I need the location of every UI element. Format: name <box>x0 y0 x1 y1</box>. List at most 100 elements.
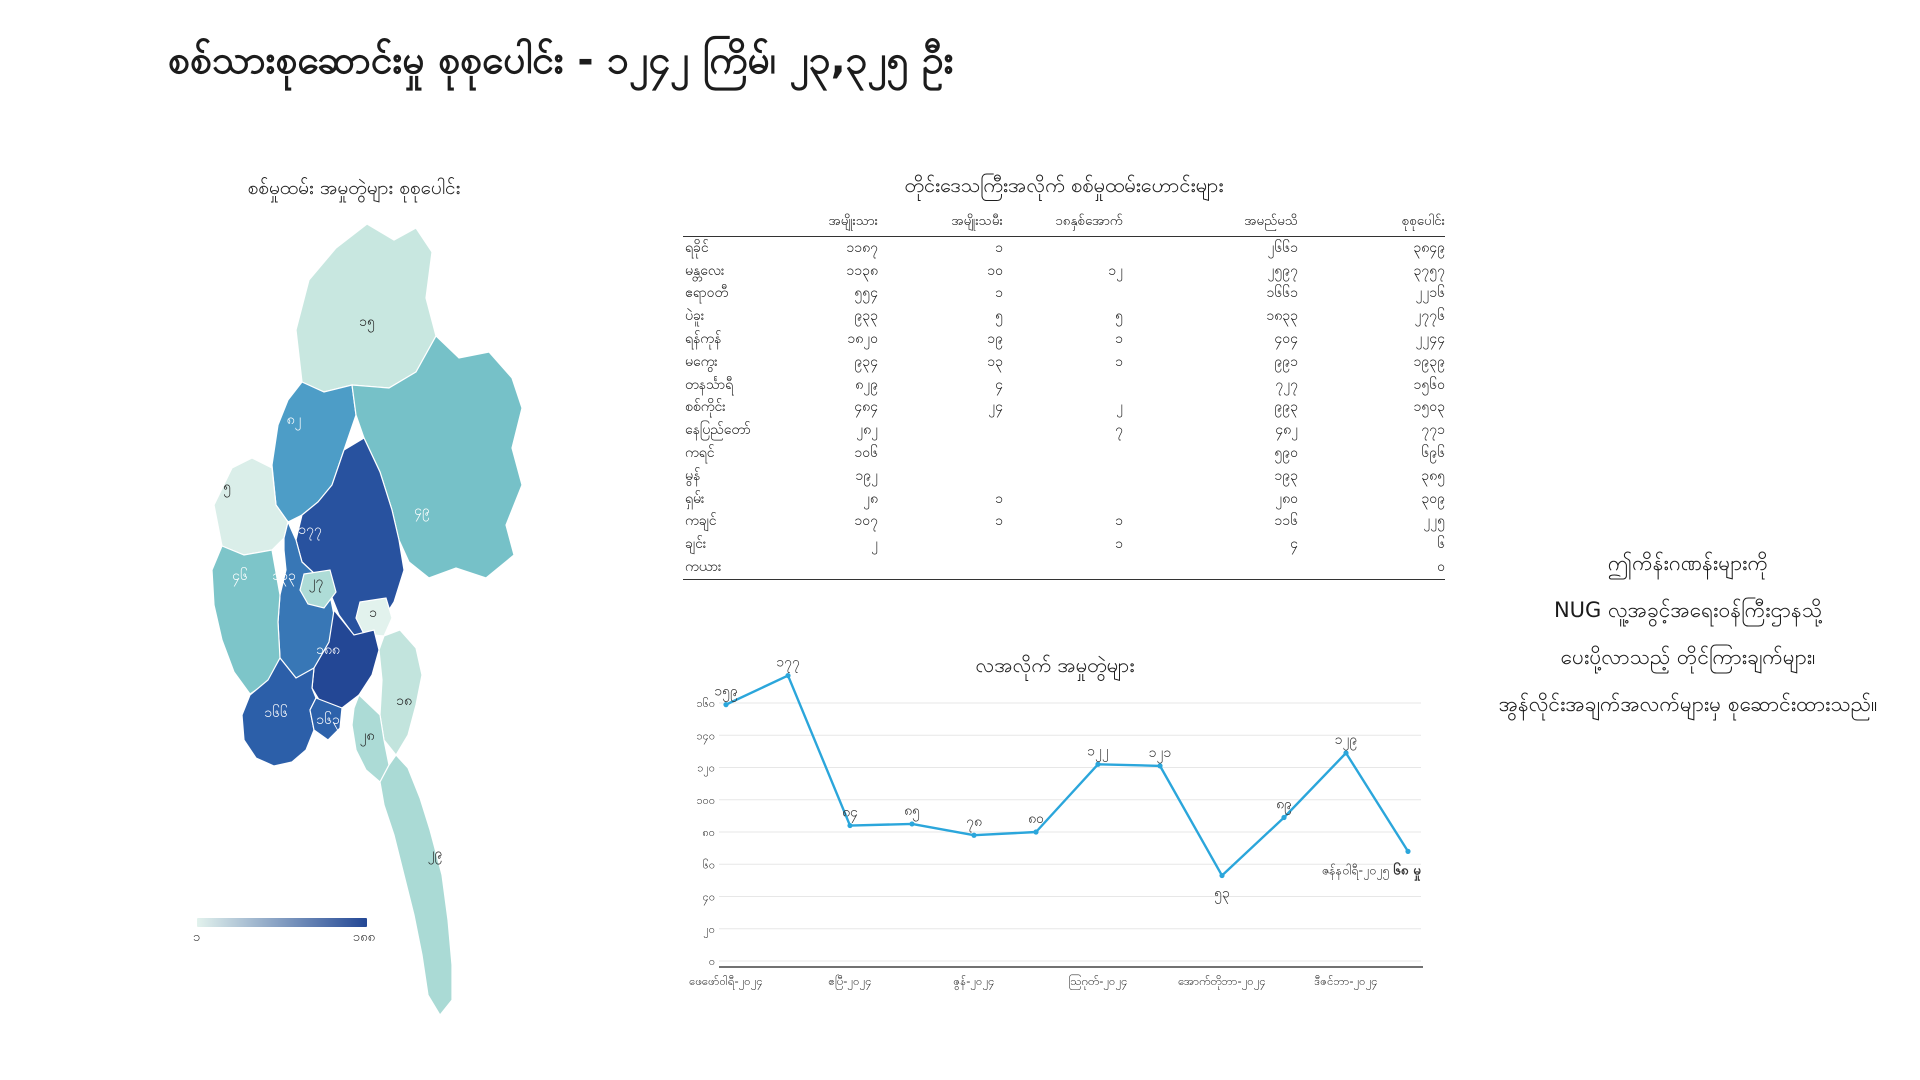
map-region-value-ayeyarwady: ၁၆၆ <box>264 705 288 721</box>
cell-region: မွန် <box>685 467 701 484</box>
annotation-bold-text: ၆၈ မှု <box>1393 861 1422 881</box>
table-row: ကယား ၀ <box>683 556 1445 579</box>
y-tick-label: ၀ <box>709 955 715 968</box>
cell-male: ၁၈၂၀ <box>847 331 878 348</box>
cell-under18: ၁ <box>1115 536 1123 553</box>
y-tick-label: ၆၀ <box>703 858 715 871</box>
cell-unknown: ၄၀၄ <box>1274 331 1298 348</box>
cell-unknown: ၂၈၀ <box>1275 490 1298 507</box>
map-region-value-kachin: ၁၅ <box>359 314 375 332</box>
cell-region: ချင်း <box>685 536 707 553</box>
cell-total: ၂၂၁၆ <box>1415 285 1445 302</box>
cell-female: ၁ <box>995 285 1003 302</box>
map-region-value-naypyitaw: ၂၇ <box>309 574 324 592</box>
cell-total: ၂၂၅ <box>1423 513 1445 530</box>
cell-region: မကွေး <box>685 353 718 370</box>
point-label: ၅၃ <box>1214 886 1230 904</box>
map-region-yangon <box>309 697 343 741</box>
note-line: ပေးပို့လာသည့် တိုင်ကြားချက်များ၊ <box>1560 645 1816 669</box>
map-region-kayin <box>378 629 423 757</box>
table-row: ကချင် ၁၀၇ ၁ ၁ ၁၁၆ ၂၂၅ <box>683 511 1445 534</box>
map-region-value-yangon: ၁၆၃ <box>316 712 340 730</box>
cell-under18: ၂ <box>1116 399 1123 416</box>
legend-max-label: ၁၈၈ <box>352 930 375 945</box>
cell-male: ၁၁၈၇ <box>846 239 878 256</box>
table-row: မကွေး ၉၃၄ ၁၃ ၁ ၉၉၁ ၁၉၃၉ <box>683 351 1445 374</box>
cell-total: ၃၇၅၇ <box>1413 262 1446 279</box>
cell-male: ၁၀၇ <box>854 513 878 530</box>
cell-unknown: ၅၉၀ <box>1274 445 1298 462</box>
map-title: စစ်မှုထမ်း အမှုတွဲများ စုစုပေါင်း <box>247 177 461 199</box>
cell-total: ၁၉၃၉ <box>1413 353 1446 370</box>
point-label: ၁၇၇ <box>776 655 800 673</box>
chart-point <box>971 832 977 838</box>
cell-total: ၀ <box>1437 559 1445 576</box>
legend-gradient-bar <box>197 918 367 927</box>
x-tick-label: ဩဂုတ်-၂၀၂၄ <box>1068 974 1127 990</box>
cell-region: ရှမ်း <box>685 490 705 507</box>
table-title: တိုင်းဒေသကြီးအလိုက် စစ်မှုထမ်းဟောင်းများ <box>904 173 1224 197</box>
cell-male: ၂၈ <box>863 490 878 507</box>
chart-point <box>1033 829 1039 835</box>
cell-region: နေပြည်တော် <box>685 422 751 439</box>
map-region-naypyitaw <box>299 569 337 609</box>
cell-female: ၁ <box>995 513 1003 530</box>
chart-point <box>1095 761 1101 767</box>
cell-female: ၅ <box>995 308 1003 325</box>
note-line: NUG လူ့အခွင့်အရေးဝန်ကြီးဌာနသို့ <box>1553 598 1823 622</box>
table-row: စစ်ကိုင်း ၄၈၄ ၂၄ ၂ ၉၉၃ ၁၅၀၃ <box>683 397 1445 420</box>
cell-total: ၃၀၉ <box>1421 490 1445 507</box>
cell-total: ၂၇၇၆ <box>1414 308 1445 325</box>
cell-unknown: ၉၉၁ <box>1274 353 1298 370</box>
cell-male: ၁၀၆ <box>854 445 878 462</box>
cell-under18: ၇ <box>1115 422 1123 439</box>
table-row: မွန် ၁၉၂ ၁၉၃ ၃၈၅ <box>683 465 1445 488</box>
cell-female: ၁ <box>995 490 1003 507</box>
y-tick-label: ၂၀ <box>703 923 715 938</box>
table-header: စုစုပေါင်း <box>1401 213 1445 229</box>
y-tick-label: ၈၀ <box>703 826 715 839</box>
map-region-value-chin: ၅ <box>223 479 231 497</box>
chart-line <box>725 674 1410 877</box>
cell-unknown: ၉၉၃ <box>1274 399 1298 416</box>
point-label: ၇၈ <box>966 814 982 832</box>
y-tick-label: ၁၄၀ <box>696 729 715 744</box>
cell-region: စစ်ကိုင်း <box>685 399 726 416</box>
map-region-value-mon: ၂၈ <box>360 728 375 746</box>
cell-unknown: ၇၂၇ <box>1275 376 1298 393</box>
table-row: ကရင် ၁၀၆ ၅၉၀ ၆၉၆ <box>683 442 1445 465</box>
chart-point <box>1219 872 1225 879</box>
cell-under18: ၁၂ <box>1108 262 1123 279</box>
cell-region: ဧရာဝတီ <box>685 285 729 302</box>
cell-region: ကရင် <box>685 445 715 462</box>
chart-point <box>847 822 853 829</box>
map-region-value-bago: ၁၈၈ <box>316 642 340 658</box>
table-row: ချင်း ၂ ၁ ၄ ၆ <box>683 533 1445 556</box>
cell-unknown: ၁၈၃၃ <box>1266 308 1298 325</box>
map-panel: စစ်မှုထမ်း အမှုတွဲများ စုစုပေါင်း ၁၅ ၈၂ ၄၉… <box>184 176 556 1056</box>
cell-male: ၈၂၉ <box>855 376 878 393</box>
map-region-value-shan: ၄၉ <box>414 503 430 521</box>
cell-male: ၉၃၃ <box>854 308 878 325</box>
chart-point <box>909 821 915 827</box>
map-region-value-kayah: ၁ <box>369 605 377 621</box>
map-region-bago <box>311 608 380 709</box>
map-region-value-mandalay: ၁၇၇ <box>298 522 322 540</box>
point-label: ၁၂၉ <box>1335 732 1358 750</box>
cell-total: ၁၅၀၃ <box>1413 399 1446 416</box>
cell-female: ၁၃ <box>987 353 1003 370</box>
cell-under18: ၁ <box>1115 353 1123 370</box>
cell-female: ၁၉ <box>987 331 1003 348</box>
chart-point <box>1281 814 1287 821</box>
cell-male: ၉၃၄ <box>854 353 878 370</box>
legend-min-label: ၁ <box>193 930 201 945</box>
x-tick-label: ဧပြီ-၂၀၂၄ <box>828 974 871 990</box>
table-row: မန္တလေး ၁၁၃၈ ၁၀ ၁၂ ၂၅၉၇ ၃၇၅၇ <box>683 260 1445 283</box>
cell-male: ၂၈၂ <box>856 422 878 439</box>
chart-point <box>1405 848 1411 854</box>
table-body: ရခိုင် ၁၁၈၇၁၂၆၆၁ ၃၈၄၉ မန္တလေး ၁၁၃၈ ၁၀ ၁၂ ၂၅၉၇ ၃၇… <box>683 237 1445 580</box>
map-region-value-tanintharyi: ၂၉ <box>428 846 443 864</box>
table-header: ၁၈နှစ်အောက် <box>1055 213 1123 229</box>
cell-total: ၆ <box>1437 536 1445 553</box>
